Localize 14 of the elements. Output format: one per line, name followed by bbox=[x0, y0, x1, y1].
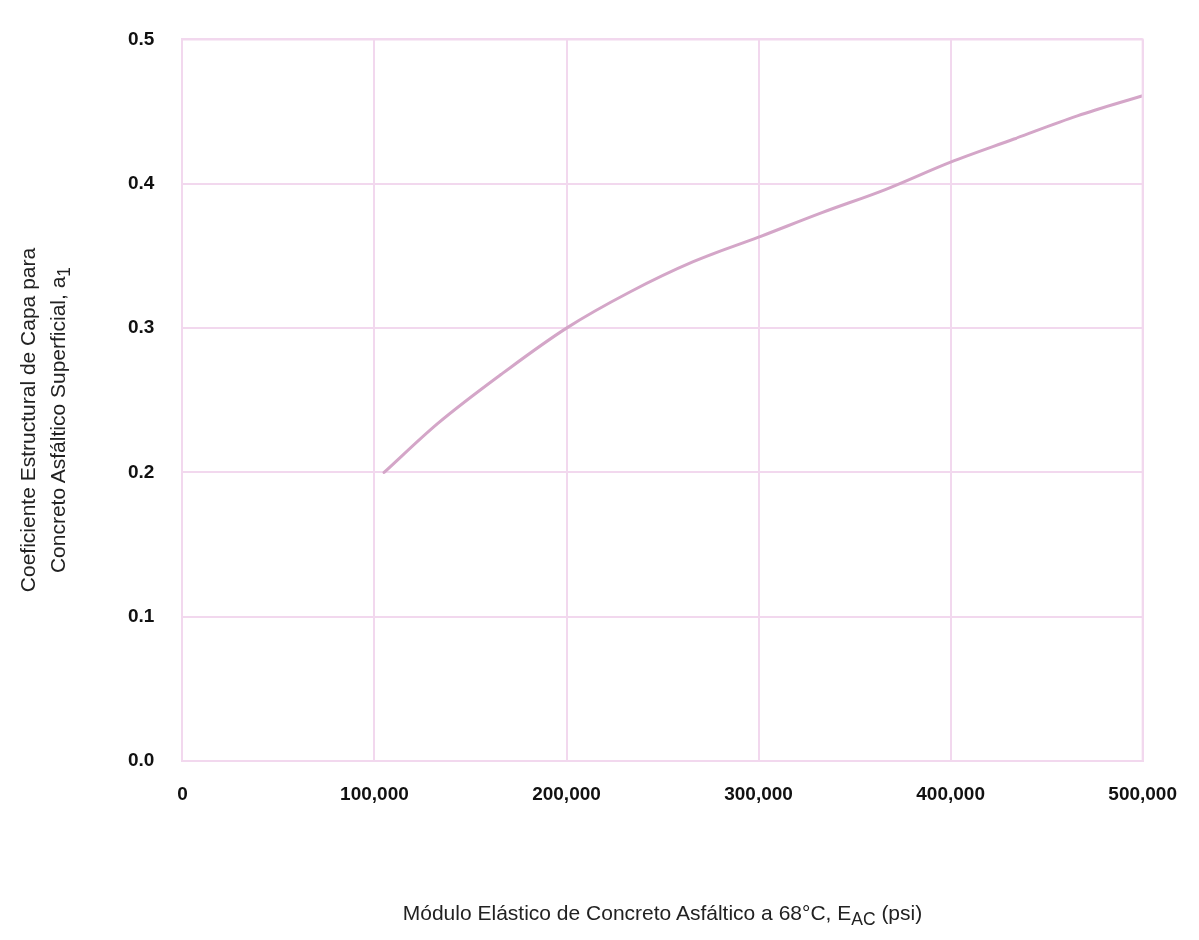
x-axis-title: Módulo Elástico de Concreto Asfáltico a 68°C, E$_{AC}$ (psi) bbox=[401, 900, 924, 932]
x-tick-label: 500,000 bbox=[1108, 782, 1177, 804]
x-tick-label: 300,000 bbox=[724, 782, 793, 804]
x-tick-label: 400,000 bbox=[916, 782, 985, 804]
y-tick-label: 0.2 bbox=[127, 460, 155, 482]
y-tick-label: 0.1 bbox=[127, 605, 155, 627]
y-tick-label: 0.0 bbox=[127, 749, 155, 771]
x-tick-label: 200,000 bbox=[532, 782, 601, 804]
x-tick-label: 100,000 bbox=[340, 782, 409, 804]
y-tick-label: 0.3 bbox=[127, 316, 155, 338]
line-series bbox=[382, 94, 1143, 474]
y-tick-label: 0.4 bbox=[127, 171, 155, 193]
x-tick-label: 0 bbox=[177, 782, 188, 804]
y-tick-label: 0.5 bbox=[127, 27, 155, 49]
